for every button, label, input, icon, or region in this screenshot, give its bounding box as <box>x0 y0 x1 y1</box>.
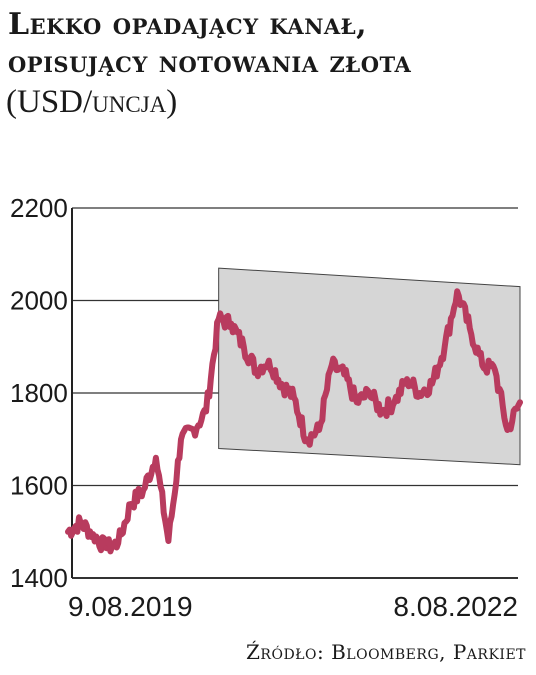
price-point-2020-10 <box>241 344 247 350</box>
price-point-2020-02 <box>140 487 146 493</box>
price-point-2020-07 <box>203 408 209 415</box>
price-point-2019-09 <box>77 519 84 526</box>
y-tick-label-1400: 1400 <box>10 563 68 593</box>
title-line-2: opisujący notowania złota <box>8 45 412 80</box>
price-point-2021-06 <box>341 371 347 378</box>
price-point-2022-03 <box>454 288 460 294</box>
price-point-2022-02 <box>442 344 448 350</box>
x-label-start: 9.08.2019 <box>68 591 193 622</box>
price-point-2022-01 <box>429 381 435 387</box>
y-tick-labels: 2200 2000 1800 1600 1400 <box>10 193 68 593</box>
price-point-2021-09 <box>379 408 385 415</box>
price-point-2020-03 <box>153 455 159 461</box>
price-point-2020-08 <box>216 316 222 322</box>
price-point-2021-03 <box>303 436 310 442</box>
y-tick-label-1800: 1800 <box>10 378 68 408</box>
price-point-2020-04 <box>165 538 172 544</box>
source-note: Źródło: Bloomberg, Parkiet <box>246 640 526 664</box>
price-point-2022-04 <box>467 325 473 331</box>
price-point-2020-09 <box>228 321 234 327</box>
title-line-1: Lekko opadający kanał, <box>8 7 368 42</box>
price-point-2022-06 <box>492 367 498 373</box>
chart-title: Lekko opadający kanał, opisujący notowan… <box>8 6 411 82</box>
price-point-2020-12 <box>266 358 272 364</box>
price-point-2021-01 <box>278 381 285 387</box>
y-tick-label-2200: 2200 <box>10 193 68 223</box>
price-point-2021-08 <box>366 390 372 396</box>
price-point-2022-07 <box>504 427 511 433</box>
x-label-end: 8.08.2022 <box>393 591 518 622</box>
price-point-2021-02 <box>291 395 297 401</box>
price-point-2021-07 <box>354 399 360 405</box>
price-point-2020-06 <box>190 427 197 433</box>
price-points <box>65 288 523 551</box>
price-point-2022-05 <box>479 362 485 368</box>
price-point-2021-11 <box>404 376 410 382</box>
price-point-2021-04 <box>316 427 322 433</box>
y-tick-label-1600: 1600 <box>10 471 68 501</box>
price-point-2021-12 <box>416 390 423 396</box>
price-point-2019-11 <box>103 545 109 551</box>
price-point-2020-05 <box>178 436 184 442</box>
chart-subtitle: (USD/uncja) <box>6 84 178 120</box>
price-point-2021-05 <box>329 362 335 368</box>
price-point-2021-10 <box>391 399 398 405</box>
price-point-2020-11 <box>253 367 259 373</box>
price-point-2019-10 <box>90 531 96 537</box>
price-point-2019-08 <box>65 529 71 535</box>
y-tick-label-2000: 2000 <box>10 286 68 316</box>
price-point-2019-12 <box>115 540 121 546</box>
price-point-2022-08 <box>517 399 523 405</box>
price-point-2020-01 <box>128 501 134 507</box>
descending-channel <box>218 267 521 466</box>
